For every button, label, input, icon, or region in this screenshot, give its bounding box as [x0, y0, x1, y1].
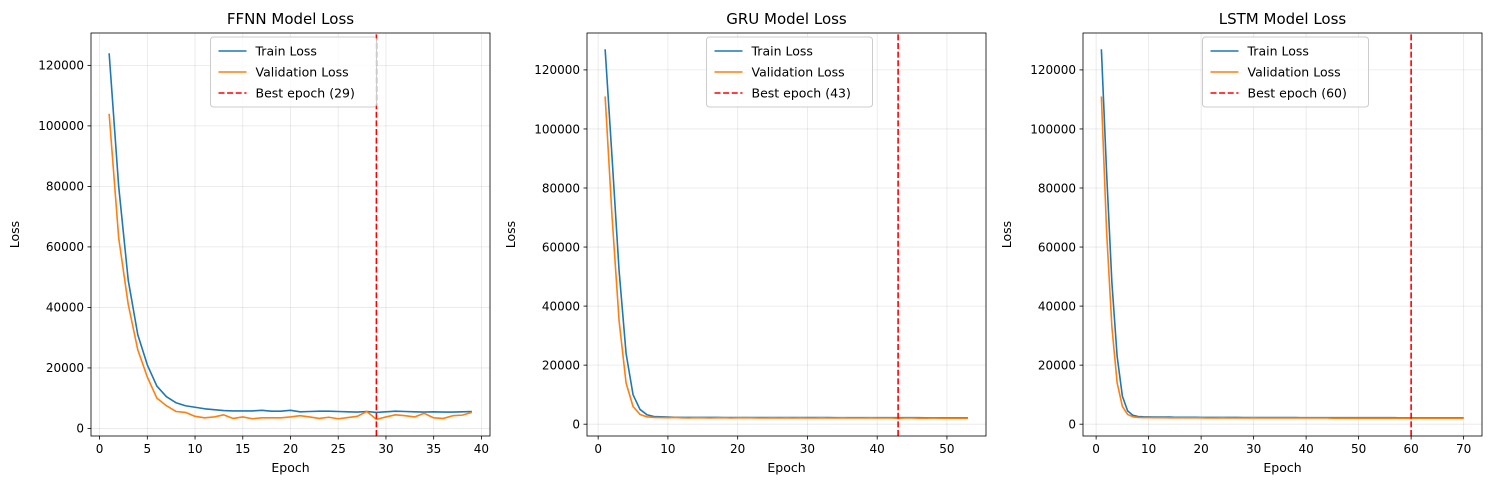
y-tick-label: 60000: [46, 240, 84, 254]
x-tick-label: 60: [1403, 442, 1418, 456]
chart-title: LSTM Model Loss: [1219, 10, 1347, 28]
legend-label: Best epoch (60): [1248, 86, 1347, 101]
x-tick-label: 40: [870, 442, 885, 456]
x-axis-label: Epoch: [271, 460, 309, 475]
x-tick-label: 35: [426, 442, 441, 456]
validation-loss-line: [108, 113, 473, 421]
y-tick-label: 0: [572, 417, 580, 431]
legend-label: Train Loss: [1247, 44, 1309, 59]
y-tick-label: 20000: [542, 358, 580, 372]
x-tick-label: 50: [939, 442, 954, 456]
x-tick-label: 0: [1092, 442, 1100, 456]
x-tick-label: 50: [1351, 442, 1366, 456]
legend-label: Validation Loss: [256, 65, 349, 80]
chart-lstm: 0 10 20 30 40 50 60 70 0 20000 40000 60000 80000 1000…: [999, 10, 1483, 475]
chart-title: GRU Model Loss: [726, 10, 847, 28]
legend-label: Validation Loss: [1248, 65, 1341, 80]
y-tick-label: 40000: [1038, 299, 1076, 313]
legend-label: Best epoch (29): [256, 86, 355, 101]
y-axis-label: Loss: [999, 221, 1014, 248]
y-tick-label: 0: [76, 422, 84, 436]
y-tick-label: 40000: [46, 301, 84, 315]
x-tick-label: 10: [660, 442, 675, 456]
validation-loss-line: [604, 96, 968, 420]
y-tick-label: 80000: [46, 180, 84, 194]
y-tick-label: 80000: [542, 181, 580, 195]
x-tick-label: 5: [143, 442, 151, 456]
x-tick-label: 30: [1246, 442, 1261, 456]
y-tick-label: 40000: [542, 299, 580, 313]
y-tick-label: 20000: [46, 361, 84, 375]
x-tick-label: 40: [474, 442, 489, 456]
legend-label: Train Loss: [751, 44, 813, 59]
y-tick-label: 80000: [1038, 181, 1076, 195]
y-tick-label: 60000: [542, 240, 580, 254]
y-tick-label: 100000: [38, 119, 84, 133]
legend: Train Loss Validation Loss Best epoch (43): [706, 36, 873, 108]
x-tick-label: 10: [1141, 442, 1156, 456]
x-tick-label: 30: [378, 442, 393, 456]
legend-label: Validation Loss: [752, 65, 845, 80]
x-tick-label: 20: [283, 442, 298, 456]
chart-ffnn: 0 5 10 15 20 25 30 35 40 0 20000 40000 60000 80000 100…: [7, 10, 491, 475]
legend-label: Best epoch (43): [752, 86, 851, 101]
y-tick-label: 100000: [534, 122, 580, 136]
axes-frame: [586, 32, 987, 437]
x-tick-label: 0: [594, 442, 602, 456]
y-tick-label: 20000: [1038, 358, 1076, 372]
train-loss-line: [108, 53, 472, 414]
y-tick-label: 120000: [38, 59, 84, 73]
x-tick-label: 20: [730, 442, 745, 456]
x-tick-label: 40: [1298, 442, 1313, 456]
x-tick-label: 20: [1193, 442, 1208, 456]
legend-label: Train Loss: [255, 44, 317, 59]
axes-frame: [1082, 32, 1483, 437]
y-tick-label: 100000: [1030, 122, 1076, 136]
y-axis-label: Loss: [7, 221, 22, 248]
legend: Train Loss Validation Loss Best epoch (60): [1202, 36, 1369, 108]
x-tick-label: 0: [96, 442, 104, 456]
x-axis-label: Epoch: [767, 460, 805, 475]
y-tick-label: 0: [1068, 417, 1076, 431]
chart-gru: 0 10 20 30 40 50 0 20000 40000 60000 80000 100000 12…: [503, 10, 987, 475]
x-tick-label: 70: [1456, 442, 1471, 456]
chart-title: FFNN Model Loss: [227, 10, 354, 28]
x-tick-label: 10: [187, 442, 202, 456]
plot-area: [1100, 33, 1464, 436]
x-tick-label: 25: [331, 442, 346, 456]
x-tick-label: 30: [800, 442, 815, 456]
y-tick-label: 120000: [534, 63, 580, 77]
plot-area: [604, 33, 968, 436]
legend: Train Loss Validation Loss Best epoch (29): [210, 36, 377, 108]
y-tick-label: 120000: [1030, 63, 1076, 77]
legend-box: [1202, 36, 1369, 108]
legend-box: [210, 36, 377, 108]
validation-loss-line: [1100, 96, 1464, 420]
y-tick-label: 60000: [1038, 240, 1076, 254]
x-tick-label: 15: [235, 442, 250, 456]
legend-box: [706, 36, 873, 108]
x-axis-label: Epoch: [1263, 460, 1301, 475]
y-axis-label: Loss: [503, 221, 518, 248]
